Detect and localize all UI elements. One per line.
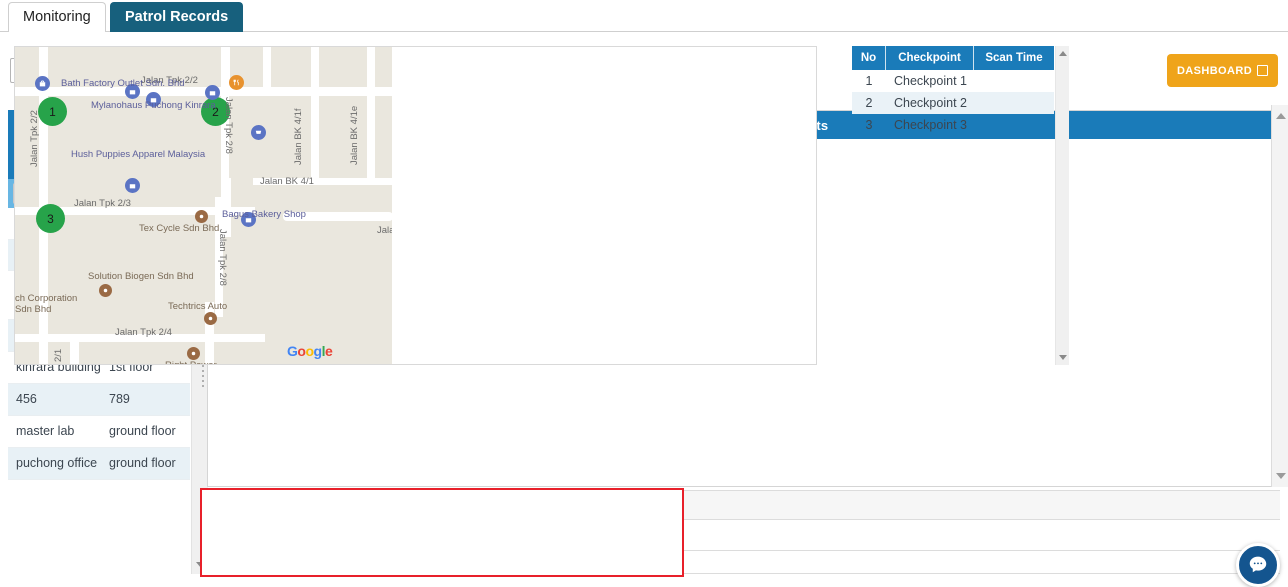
map-place-label: Mylanohaus Puchong Kinrara xyxy=(91,100,216,111)
table-row[interactable]: 2 Checkpoint 2 xyxy=(852,92,1054,114)
scroll-up-icon[interactable] xyxy=(1059,51,1067,56)
map-place-label: Bath Factory Outlet Sdn. Bhd xyxy=(61,78,185,89)
legend-footer-row xyxy=(202,552,1280,574)
map-place-label: Bagus Bakery Shop xyxy=(222,209,306,220)
legend-highlight-outline xyxy=(200,488,684,577)
map-viewport[interactable]: 1 2 3 xyxy=(14,46,817,365)
map-business-label: Right Power xyxy=(165,360,217,364)
cell-building: master lab xyxy=(16,423,75,438)
tab-bar: Monitoring Patrol Records xyxy=(0,0,1288,33)
tab-patrol-records[interactable]: Patrol Records xyxy=(110,2,244,32)
shop-poi-icon[interactable] xyxy=(125,178,140,193)
restaurant-poi-icon[interactable] xyxy=(229,75,244,90)
table-row[interactable]: puchong office ground floor xyxy=(8,447,190,480)
table-row[interactable]: master lab ground floor xyxy=(8,416,190,448)
map-marker-3[interactable]: 3 xyxy=(36,204,65,233)
map-business-label: Techtrics Auto xyxy=(168,301,228,312)
map-business-label: ch Corporation Sdn Bhd xyxy=(15,293,78,316)
map-canvas[interactable]: 1 2 3 xyxy=(15,47,392,364)
tab-bar-underline xyxy=(0,31,1288,32)
cell-floor: ground floor xyxy=(109,455,176,470)
cell-scan-time xyxy=(974,114,1054,136)
cell-no: 1 xyxy=(865,74,873,88)
scroll-down-icon[interactable] xyxy=(1276,473,1286,479)
google-watermark: Google xyxy=(287,343,333,359)
map-street-label: Jalan BK 4/1 xyxy=(260,176,314,187)
map-street-label: Jalan Tpk 2/2 xyxy=(141,75,198,86)
map-street-label: 2/1 xyxy=(53,348,64,362)
table-row[interactable]: 1 Checkpoint 1 xyxy=(852,70,1054,92)
shop-poi-icon[interactable] xyxy=(146,92,161,107)
column-header-no: No xyxy=(852,46,886,70)
cell-floor: 789 xyxy=(109,391,130,406)
map-street-label: Jala xyxy=(377,225,392,236)
tab-monitoring[interactable]: Monitoring xyxy=(8,2,106,33)
column-header-scan-time: Scan Time xyxy=(985,52,1043,64)
shop-poi-icon[interactable] xyxy=(205,85,220,100)
dashboard-button-label: DASHBOARD xyxy=(1176,64,1253,77)
map-marker-1-label: 1 xyxy=(49,104,56,119)
business-poi-icon[interactable] xyxy=(187,347,200,360)
map-street-label: Jalan Tpk 2/4 xyxy=(115,327,172,338)
table-row[interactable]: 456 789 xyxy=(8,383,190,416)
map-business-label: Tex Cycle Sdn Bhd xyxy=(139,223,220,234)
cell-checkpoint: Checkpoint 3 xyxy=(894,118,967,132)
map-business-label: Solution Biogen Sdn Bhd xyxy=(88,271,194,282)
cell-scan-time xyxy=(974,92,1054,114)
map-street-label: Jalan Tpk 2/2 xyxy=(29,110,40,167)
tab-monitoring-label: Monitoring xyxy=(23,9,91,25)
cell-checkpoint: Checkpoint 2 xyxy=(894,96,967,110)
cell-checkpoint: Checkpoint 1 xyxy=(894,74,967,88)
cell-building: puchong office xyxy=(16,455,98,470)
map-marker-2[interactable]: 2 xyxy=(201,97,230,126)
scroll-down-icon[interactable] xyxy=(1059,355,1067,360)
cell-no: 3 xyxy=(865,118,873,132)
rss-icon xyxy=(1257,65,1269,76)
table-row[interactable]: 3 Checkpoint 3 xyxy=(852,114,1054,136)
tab-patrol-records-label: Patrol Records xyxy=(125,9,229,25)
business-poi-icon[interactable] xyxy=(195,210,208,223)
map-street-label: Jalan BK 4/1f xyxy=(293,108,304,165)
business-poi-icon[interactable] xyxy=(204,312,217,325)
dashboard-button[interactable]: DASHBOARD xyxy=(1167,54,1278,87)
map-street-label: Jalan Tpk 2/8 xyxy=(217,229,228,286)
cell-scan-time xyxy=(974,70,1054,92)
map-marker-1[interactable]: 1 xyxy=(38,97,67,126)
chat-bubble-icon xyxy=(1247,553,1269,578)
column-header-checkpoint: Checkpoint xyxy=(886,46,974,70)
map-place-label: Hush Puppies Apparel Malaysia xyxy=(71,149,206,160)
cell-building: 456 xyxy=(16,391,37,406)
chat-widget-button[interactable] xyxy=(1236,543,1280,587)
bakery-poi-icon[interactable] xyxy=(241,212,256,227)
map-marker-3-label: 3 xyxy=(47,211,54,226)
checkpoint-table: No Checkpoint Scan Time 1 Checkpoint 1 2… xyxy=(852,46,1054,136)
store-poi-icon[interactable] xyxy=(251,125,266,140)
map-marker-2-label: 2 xyxy=(212,104,219,119)
scroll-up-icon[interactable] xyxy=(1276,113,1286,119)
panel-splitter-handle[interactable] xyxy=(200,365,206,387)
page-scrollbar[interactable] xyxy=(1271,105,1288,487)
checkpoint-table-header: No Checkpoint Scan Time xyxy=(852,46,1054,70)
map-street-label: Jalan Tpk 2/3 xyxy=(74,198,131,209)
business-poi-icon[interactable] xyxy=(99,284,112,297)
cell-no: 2 xyxy=(865,96,873,110)
shop-poi-icon[interactable] xyxy=(35,76,50,91)
shop-poi-icon[interactable] xyxy=(125,84,140,99)
map-street-label: Jalan BK 4/1e xyxy=(349,105,360,165)
map-street-label: Jalan Tpk 2/8 xyxy=(223,97,234,154)
cell-floor: ground floor xyxy=(109,423,176,438)
checkpoint-table-scrollbar[interactable] xyxy=(1055,46,1069,365)
